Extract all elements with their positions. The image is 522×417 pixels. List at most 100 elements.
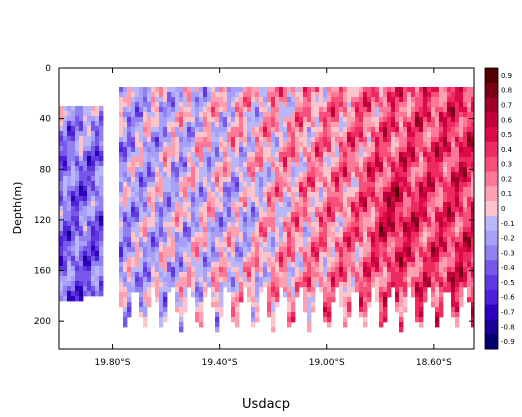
heatmap-cell <box>287 251 292 258</box>
heatmap-cell <box>215 101 220 108</box>
heatmap-cell <box>227 146 232 153</box>
heatmap-cell <box>135 231 140 238</box>
heatmap-cell <box>363 106 368 113</box>
heatmap-cell <box>423 141 428 148</box>
heatmap-cell <box>435 111 440 118</box>
heatmap-cell <box>435 246 440 253</box>
heatmap-cell <box>219 126 224 133</box>
heatmap-cell <box>399 291 404 298</box>
heatmap-cell <box>171 271 176 278</box>
heatmap-cell <box>227 191 232 198</box>
heatmap-cell <box>207 246 212 253</box>
heatmap-cell <box>435 291 440 298</box>
heatmap-cell <box>59 195 64 202</box>
heatmap-cell <box>335 191 340 198</box>
heatmap-cell <box>343 231 348 238</box>
heatmap-cell <box>419 166 424 173</box>
heatmap-cell <box>259 116 264 123</box>
heatmap-cell <box>263 121 268 128</box>
heatmap-cell <box>279 136 284 143</box>
heatmap-cell <box>139 276 144 283</box>
heatmap-cell <box>439 261 444 268</box>
heatmap-cell <box>199 101 204 108</box>
heatmap-cell <box>191 146 196 153</box>
heatmap-cell <box>203 161 208 168</box>
heatmap-cell <box>323 181 328 188</box>
heatmap-cell <box>423 121 428 128</box>
heatmap-cell <box>403 126 408 133</box>
heatmap-cell <box>343 186 348 193</box>
heatmap-cell <box>279 96 284 103</box>
heatmap-cell <box>371 146 376 153</box>
heatmap-cell <box>67 115 72 122</box>
heatmap-cell <box>155 196 160 203</box>
heatmap-cell <box>99 120 104 127</box>
heatmap-cell <box>291 151 296 158</box>
heatmap-cell <box>311 156 316 163</box>
heatmap-cell <box>411 221 416 228</box>
heatmap-cell <box>187 136 192 143</box>
heatmap-cell <box>127 291 132 298</box>
heatmap-cell <box>231 201 236 208</box>
heatmap-cell <box>439 96 444 103</box>
heatmap-cell <box>71 270 76 277</box>
heatmap-cell <box>343 196 348 203</box>
heatmap-cell <box>447 111 452 118</box>
heatmap-cell <box>347 116 352 123</box>
heatmap-cell <box>419 141 424 148</box>
heatmap-cell <box>387 101 392 108</box>
heatmap-cell <box>423 246 428 253</box>
heatmap-cell <box>267 221 272 228</box>
heatmap-cell <box>231 161 236 168</box>
heatmap-cell <box>335 271 340 278</box>
heatmap-cell <box>159 151 164 158</box>
heatmap-cell <box>311 201 316 208</box>
heatmap-cell <box>419 281 424 288</box>
heatmap-cell <box>451 281 456 288</box>
heatmap-cell <box>127 246 132 253</box>
heatmap-cell <box>419 91 424 98</box>
heatmap-cell <box>191 236 196 243</box>
heatmap-cell <box>247 276 252 283</box>
heatmap-cell <box>123 216 128 223</box>
heatmap-cell <box>191 136 196 143</box>
heatmap-cell <box>199 271 204 278</box>
heatmap-cell <box>399 126 404 133</box>
heatmap-cell <box>99 235 104 242</box>
heatmap-cell <box>195 206 200 213</box>
heatmap-cell <box>187 256 192 263</box>
heatmap-cell <box>447 141 452 148</box>
heatmap-cell <box>311 106 316 113</box>
heatmap-cell <box>375 116 380 123</box>
heatmap-cell <box>163 176 168 183</box>
heatmap-cell <box>363 261 368 268</box>
heatmap-cell <box>83 145 88 152</box>
heatmap-cell <box>463 116 468 123</box>
heatmap-cell <box>155 111 160 118</box>
heatmap-cell <box>171 146 176 153</box>
heatmap-cell <box>131 176 136 183</box>
heatmap-cell <box>199 226 204 233</box>
heatmap-cell <box>59 225 64 232</box>
heatmap-cell <box>427 171 432 178</box>
heatmap-cell <box>399 226 404 233</box>
heatmap-cell <box>279 176 284 183</box>
heatmap-cell <box>407 131 412 138</box>
heatmap-cell <box>71 190 76 197</box>
heatmap-cell <box>315 261 320 268</box>
heatmap-cell <box>195 266 200 273</box>
heatmap-cell <box>215 231 220 238</box>
heatmap-cell <box>291 201 296 208</box>
heatmap-cell <box>159 141 164 148</box>
heatmap-cell <box>299 241 304 248</box>
heatmap-cell <box>183 141 188 148</box>
heatmap-cell <box>175 121 180 128</box>
heatmap-cell <box>283 151 288 158</box>
heatmap-cell <box>83 130 88 137</box>
heatmap-cell <box>287 216 292 223</box>
heatmap-cell <box>95 185 100 192</box>
heatmap-cell <box>323 251 328 258</box>
heatmap-cell <box>243 266 248 273</box>
heatmap-cell <box>303 191 308 198</box>
